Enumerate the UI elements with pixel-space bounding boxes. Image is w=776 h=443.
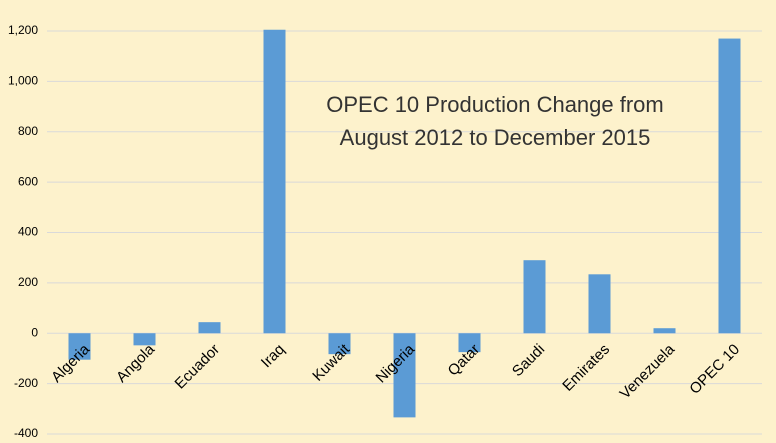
- bar: [588, 274, 611, 334]
- bar: [133, 333, 156, 346]
- y-tick-label: 1,200: [8, 23, 38, 37]
- bar: [653, 328, 676, 334]
- x-tick-label: Saudi: [509, 341, 548, 380]
- y-tick-label: -400: [14, 426, 38, 440]
- y-tick-label: -200: [14, 376, 38, 390]
- bar: [458, 333, 481, 353]
- bar: [393, 333, 416, 418]
- y-tick-label: 200: [18, 275, 38, 289]
- bar: [263, 29, 286, 334]
- bar: [328, 333, 351, 355]
- x-tick-label: Angola: [113, 340, 159, 386]
- bar: [718, 38, 741, 334]
- bar: [198, 322, 221, 334]
- y-tick-label: 400: [18, 225, 38, 239]
- x-tick-label: Iraq: [258, 341, 288, 371]
- x-tick-label: Ecuador: [172, 341, 224, 393]
- y-tick-label: 800: [18, 124, 38, 138]
- bar: [523, 260, 546, 334]
- x-tick-label: OPEC 10: [686, 341, 743, 398]
- x-tick-label: Venezuela: [617, 340, 679, 402]
- y-tick-label: 1,000: [8, 74, 38, 88]
- y-tick-label: 600: [18, 174, 38, 188]
- y-tick-label: 0: [31, 325, 38, 339]
- x-tick-label: Emirates: [559, 341, 613, 395]
- bar: [68, 333, 91, 360]
- chart-title: OPEC 10 Production Change from August 20…: [326, 92, 664, 150]
